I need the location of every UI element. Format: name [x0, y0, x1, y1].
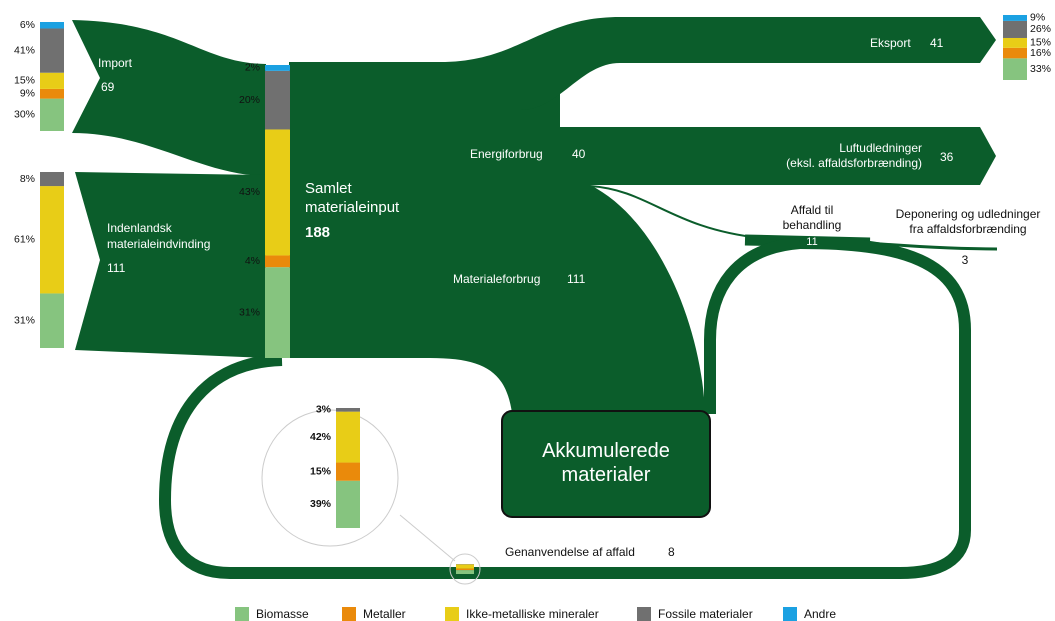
composition-label: 2% [245, 62, 260, 74]
input-label: Samlet materialeinput [305, 180, 400, 216]
composition-label: 9% [1030, 12, 1045, 24]
composition-segment [265, 129, 290, 256]
composition-segment [265, 65, 290, 71]
legend-label: Biomasse [256, 607, 309, 621]
composition-label: 4% [245, 255, 260, 267]
landfill-value: 3 [962, 253, 969, 267]
legend-swatch [783, 607, 797, 621]
composition-label: 9% [20, 88, 35, 100]
zoom-circle [261, 409, 399, 547]
composition-label: 31% [14, 315, 35, 327]
composition-label: 61% [14, 234, 35, 246]
composition-label: 41% [14, 44, 35, 56]
waste-label: Affald til behandling [783, 203, 842, 232]
zoom-connector [399, 514, 456, 562]
zoom-source [449, 553, 481, 585]
composition-segment [1003, 37, 1027, 48]
composition-label: 30% [14, 109, 35, 121]
composition-segment [40, 186, 64, 294]
waste-value: 11 [806, 236, 817, 248]
import-value: 69 [101, 80, 115, 94]
composition-label: 8% [20, 173, 35, 185]
composition-label: 6% [20, 19, 35, 31]
composition-segment [456, 568, 474, 571]
composition-segment [40, 98, 64, 131]
composition-segment [265, 70, 290, 130]
legend-swatch [342, 607, 356, 621]
composition-label: 42% [310, 431, 332, 443]
composition-segment [40, 72, 64, 89]
import-flow [72, 20, 266, 176]
stock-box [501, 410, 711, 518]
legend-label: Metaller [363, 607, 406, 621]
composition-label: 26% [1030, 23, 1051, 35]
legend-swatch [235, 607, 249, 621]
material-value: 111 [567, 272, 586, 286]
input-value: 188 [305, 224, 330, 241]
air-value: 36 [940, 150, 954, 164]
composition-segment [456, 564, 474, 569]
domestic-label: Indenlandsk materialeindvinding [107, 221, 210, 251]
recycling-loop [158, 237, 971, 579]
composition-segment [265, 255, 290, 268]
legend-label: Ikke-metalliske mineraler [466, 607, 599, 621]
composition-segment [40, 22, 64, 29]
composition-segment [1003, 47, 1027, 59]
recycling-inner-loop [704, 237, 801, 414]
composition-label: 20% [239, 94, 260, 106]
composition-segment [456, 570, 474, 574]
legend: Biomasse Metaller Ikke-metalliske minerale… [235, 607, 836, 621]
composition-segment [265, 267, 290, 358]
material-flow [289, 62, 705, 413]
composition-label: 33% [1030, 63, 1051, 75]
legend-swatch [637, 607, 651, 621]
recycling-label: Genanvendelse af affald [505, 545, 635, 559]
composition-segment [1003, 15, 1027, 21]
composition-segment [40, 172, 64, 187]
export-value: 41 [930, 36, 944, 50]
composition-segment [336, 408, 360, 412]
legend-swatch [445, 607, 459, 621]
composition-segment [336, 411, 360, 463]
energy-value: 40 [572, 147, 586, 161]
stock-label: Akkumulerede materialer [542, 440, 670, 486]
energy-label: Energiforbrug [470, 147, 543, 161]
composition-segment [1003, 20, 1027, 38]
legend-label: Andre [804, 607, 836, 621]
composition-segment [40, 88, 64, 99]
export-label: Eksport [870, 36, 911, 50]
waste-link [589, 185, 761, 239]
material-label: Materialeforbrug [453, 272, 540, 286]
export-flow [440, 17, 996, 110]
composition-segment [1003, 58, 1027, 80]
composition-label: 16% [1030, 47, 1051, 59]
landfill-label: Deponering og udledninger fra affaldsforb… [896, 207, 1041, 236]
composition-label: 39% [310, 498, 332, 510]
composition-segment [40, 293, 64, 348]
composition-segment [336, 462, 360, 481]
composition-label: 31% [239, 306, 260, 318]
composition-label: 15% [1030, 37, 1051, 49]
composition-segment [336, 480, 360, 528]
domestic-value: 111 [107, 261, 126, 275]
composition-label: 43% [239, 186, 260, 198]
composition-label: 15% [310, 465, 332, 477]
import-label: Import [98, 56, 133, 70]
composition-label: 15% [14, 75, 35, 87]
legend-label: Fossile materialer [658, 607, 753, 621]
composition-label: 3% [316, 404, 332, 416]
air-label: Luftudledninger (eksl. affaldsforbrænding… [786, 141, 922, 170]
recycling-value: 8 [668, 545, 675, 559]
energy-flow [540, 127, 996, 185]
domestic-flow [75, 172, 266, 358]
composition-bars: 30%9%15%41%6%31%61%8%31%4%43%20%2% 33%16%… [14, 12, 1051, 574]
composition-segment [40, 28, 64, 73]
